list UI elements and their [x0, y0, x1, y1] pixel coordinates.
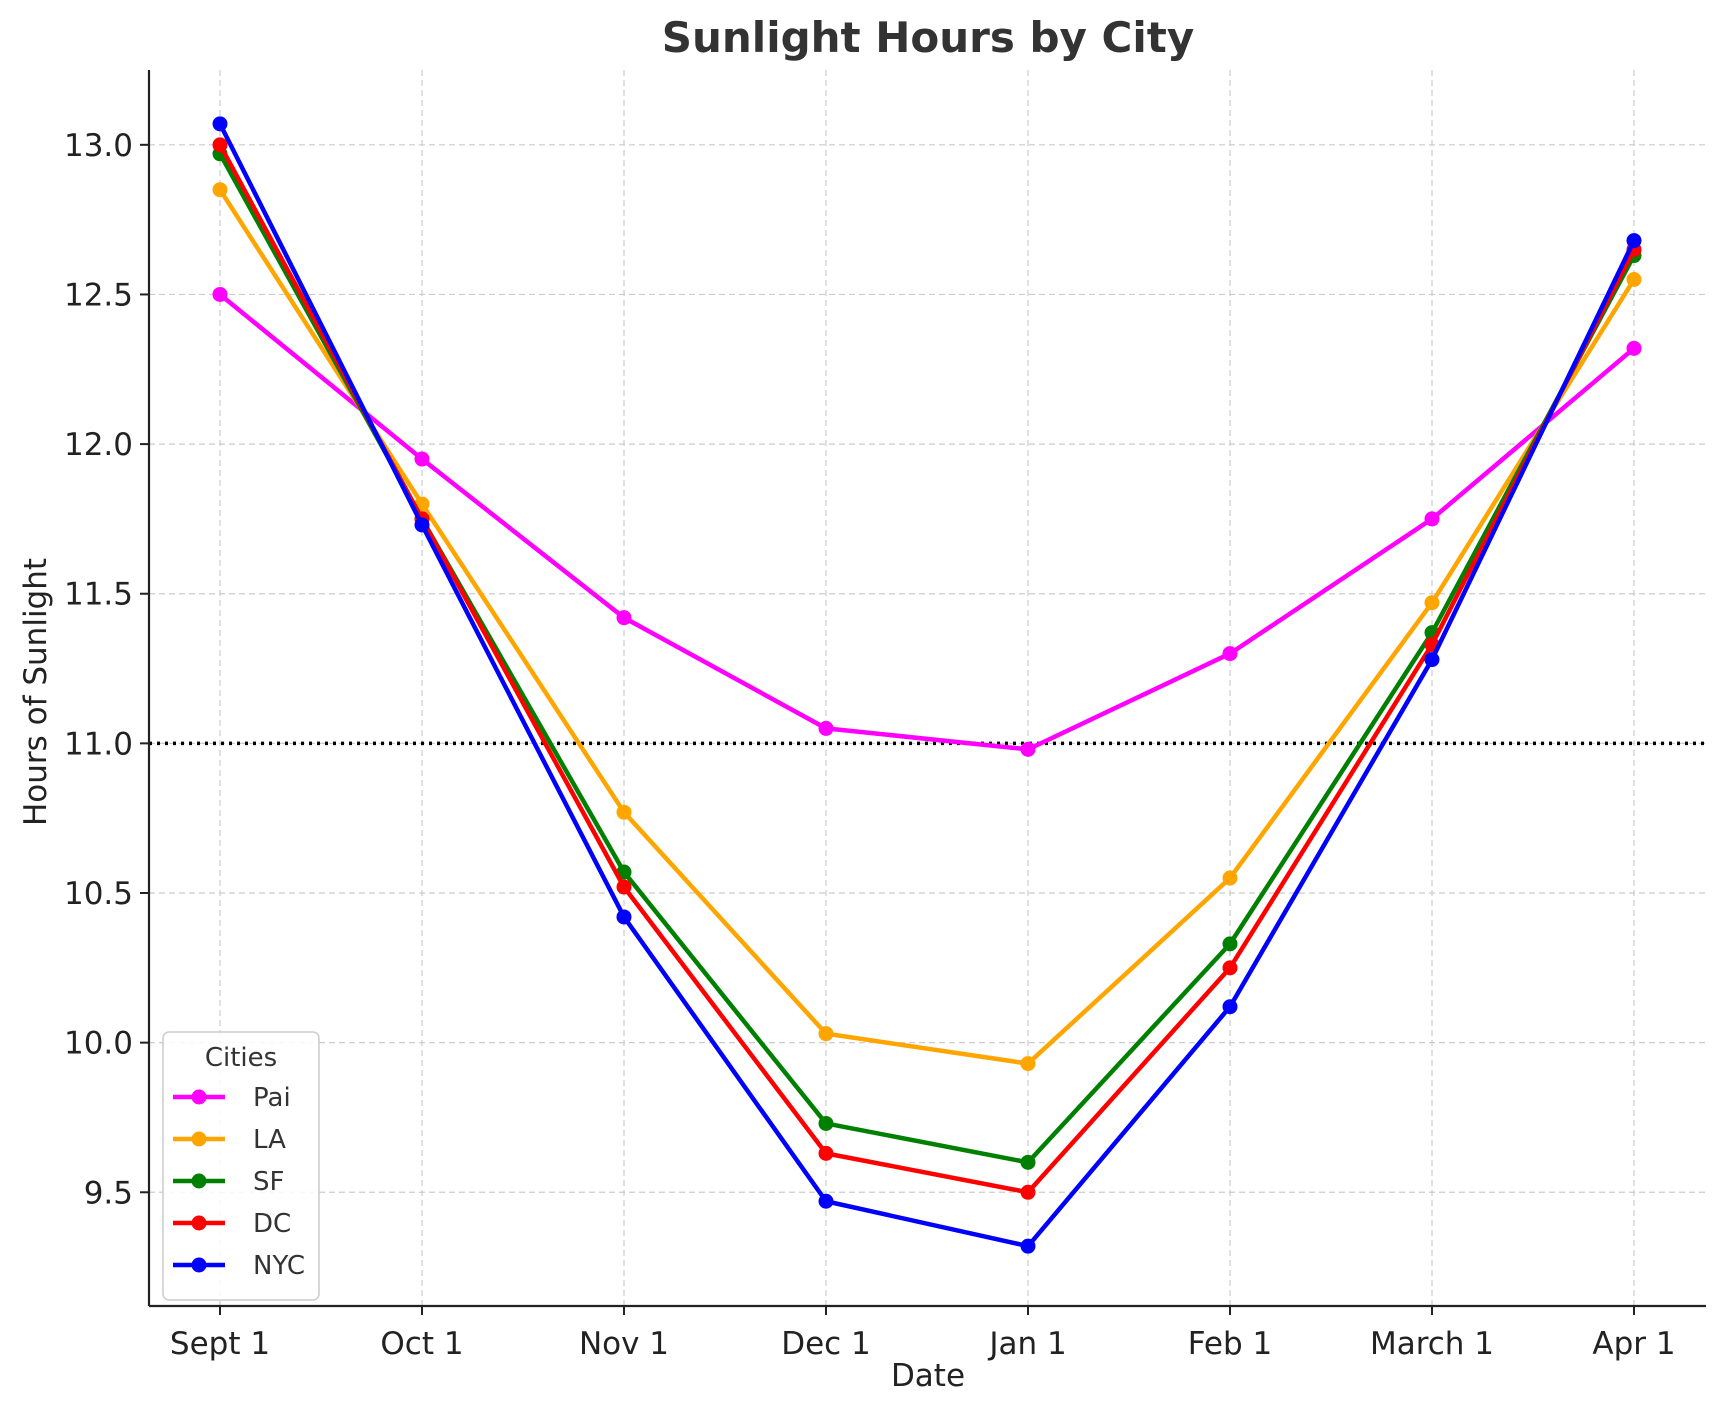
y-tick-label: 12.0 [64, 427, 133, 463]
data-point-pai [1626, 340, 1642, 356]
data-point-pai [212, 286, 228, 302]
x-tick-label: Apr 1 [1592, 1326, 1675, 1362]
series-line-dc [218, 143, 1637, 1195]
data-point-dc [212, 137, 228, 153]
y-tick-label: 13.0 [64, 128, 133, 164]
legend-swatch-marker [191, 1215, 207, 1231]
data-point-la [818, 1026, 834, 1042]
data-point-la [1626, 271, 1642, 287]
grid-layer [149, 70, 1706, 1306]
x-tick-label: March 1 [1370, 1326, 1494, 1362]
series-la [212, 182, 1642, 1072]
data-point-pai [1424, 511, 1440, 527]
y-axis-label: Hours of Sunlight [18, 558, 54, 826]
x-tick-label: Nov 1 [579, 1326, 669, 1362]
legend: Cities Pai LA SF DC NYC [162, 1031, 320, 1301]
legend-label: NYC [253, 1251, 305, 1281]
data-point-dc [1222, 960, 1238, 976]
axes-layer: Sept 1 Oct 1 Nov 1 Dec 1 Jan 1 Feb 1 March 1 Ap… [64, 70, 1706, 1362]
data-point-nyc [818, 1193, 834, 1209]
data-point-pai [1020, 741, 1036, 757]
y-tick-label: 10.0 [64, 1026, 133, 1062]
data-point-nyc [1424, 652, 1440, 668]
legend-swatch-marker [191, 1257, 207, 1273]
legend-entry-dc: DC [173, 1209, 291, 1239]
legend-label: Pai [253, 1083, 291, 1113]
legend-entry-nyc: NYC [173, 1251, 305, 1281]
data-point-nyc [1222, 999, 1238, 1015]
legend-label: SF [253, 1167, 284, 1197]
legend-title: Cities [205, 1043, 277, 1073]
x-tick-label: Feb 1 [1188, 1326, 1272, 1362]
data-point-la [1020, 1056, 1036, 1072]
y-tick-label: 10.5 [64, 876, 133, 912]
legend-swatch-marker [191, 1131, 207, 1147]
x-tick-label: Jan 1 [987, 1326, 1066, 1362]
legend-swatch-marker [191, 1173, 207, 1189]
data-point-nyc [414, 517, 430, 533]
legend-swatch-marker [191, 1089, 207, 1105]
x-axis-label: Date [891, 1358, 965, 1394]
data-point-nyc [616, 909, 632, 925]
data-point-sf [1020, 1154, 1036, 1170]
series-nyc [212, 116, 1642, 1254]
data-point-dc [1020, 1184, 1036, 1200]
y-tick-label: 9.5 [84, 1175, 133, 1211]
data-point-dc [818, 1145, 834, 1161]
data-point-la [212, 182, 228, 198]
x-tick-label: Dec 1 [781, 1326, 871, 1362]
y-tick-label: 11.0 [64, 726, 133, 762]
chart-title: Sunlight Hours by City [662, 13, 1195, 62]
legend-label: LA [253, 1125, 286, 1155]
series-line-pai [218, 292, 1636, 752]
data-point-nyc [1626, 233, 1642, 249]
y-tick-label: 11.5 [64, 577, 133, 613]
x-tick-label: Oct 1 [380, 1326, 463, 1362]
series-layer [212, 116, 1642, 1254]
legend-entry-la: LA [173, 1125, 286, 1155]
data-point-nyc [1020, 1238, 1036, 1254]
data-point-pai [818, 720, 834, 736]
x-tick-label: Sept 1 [170, 1326, 270, 1362]
series-pai [212, 286, 1642, 757]
legend-entry-pai: Pai [173, 1083, 291, 1113]
legend-entry-sf: SF [173, 1167, 284, 1197]
data-point-pai [414, 451, 430, 467]
data-point-nyc [212, 116, 228, 132]
data-point-pai [616, 610, 632, 626]
series-line-la [218, 188, 1636, 1066]
data-point-la [1424, 595, 1440, 611]
legend-label: DC [253, 1209, 291, 1239]
data-point-sf [1222, 936, 1238, 952]
data-point-la [616, 804, 632, 820]
data-point-sf [818, 1115, 834, 1131]
data-point-dc [616, 879, 632, 895]
y-tick-label: 12.5 [64, 277, 133, 313]
series-line-nyc [217, 122, 1637, 1249]
data-point-pai [1222, 646, 1238, 662]
data-point-la [1222, 870, 1238, 886]
